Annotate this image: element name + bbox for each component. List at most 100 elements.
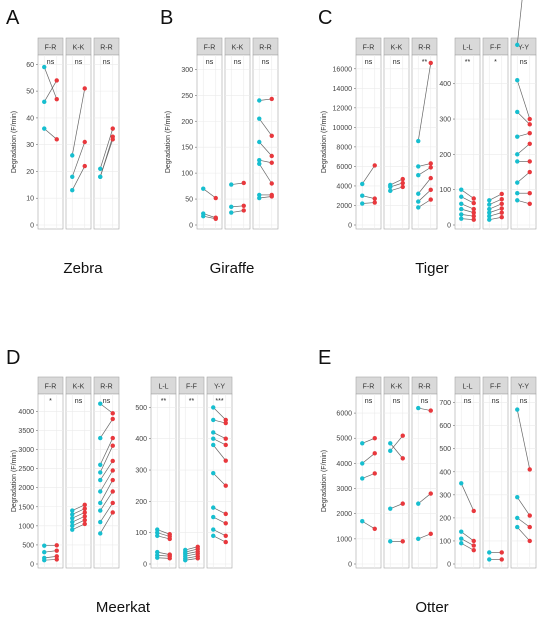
facet-y-y: Y-Y ns: [510, 0, 537, 230]
pair-line: [489, 203, 502, 210]
facet-f-r: F-R *: [37, 376, 64, 569]
y-tick-label: 100: [135, 530, 147, 537]
facet-plot-area: [411, 54, 438, 230]
point-after: [471, 206, 476, 212]
facet-strip-label: R-R: [259, 45, 271, 52]
y-tick-label: 0: [189, 223, 193, 230]
point-after: [82, 502, 87, 508]
point-after: [82, 517, 87, 523]
pair-line: [157, 529, 170, 535]
point-before: [155, 527, 160, 532]
point-before: [211, 470, 216, 476]
point-after: [269, 153, 274, 159]
facet-plot-area: [65, 54, 92, 230]
pair-line: [461, 189, 474, 199]
point-after: [372, 471, 377, 476]
point-before: [98, 477, 103, 483]
facet-plot-area: [454, 54, 481, 230]
point-after: [471, 200, 476, 206]
facet-plot-area: [224, 54, 251, 230]
point-before: [70, 174, 75, 180]
point-before: [459, 216, 464, 221]
point-after: [499, 197, 504, 202]
facet-strip-label: R-R: [418, 45, 430, 52]
point-after: [110, 126, 115, 131]
point-before: [70, 527, 75, 532]
facet-strip-label: F-R: [363, 45, 375, 52]
pair-line: [258, 118, 273, 136]
facet-plot-area: [37, 54, 64, 230]
facet-strip-label: F-R: [204, 45, 216, 52]
y-tick-label: 6000: [336, 164, 352, 171]
point-before: [211, 405, 216, 410]
y-tick-label: 0: [348, 562, 352, 569]
point-before: [487, 210, 492, 215]
point-after: [471, 508, 476, 514]
facet-strip-label: K-K: [73, 45, 85, 52]
pair-line: [72, 508, 85, 515]
significance-label: ns: [75, 398, 83, 405]
pair-line: [213, 529, 226, 537]
point-before: [42, 64, 47, 70]
point-after: [527, 538, 532, 544]
point-before: [487, 206, 492, 212]
facet-plot-area: [510, 393, 537, 569]
pair-line: [99, 470, 114, 492]
species-label-zebra: Zebra: [63, 260, 103, 277]
point-after: [428, 197, 433, 202]
point-before: [459, 529, 464, 534]
pair-line: [44, 128, 57, 140]
point-before: [416, 138, 421, 144]
facet-plot-area: [482, 54, 509, 230]
pair-line: [71, 141, 86, 177]
y-tick-label: 200: [439, 152, 451, 159]
significance-label: **: [465, 59, 471, 66]
pair-line: [99, 512, 114, 534]
pair-line: [418, 189, 431, 202]
point-before: [515, 152, 520, 157]
point-after: [400, 176, 405, 182]
point-after: [499, 215, 504, 220]
point-after: [195, 556, 200, 561]
y-tick-label: 500: [135, 405, 147, 412]
point-before: [416, 501, 421, 506]
point-after: [527, 467, 532, 472]
point-before: [459, 536, 464, 541]
point-after: [241, 180, 246, 186]
point-before: [515, 159, 520, 164]
y-tick-label: 14000: [333, 86, 353, 93]
pair-line: [43, 66, 58, 100]
significance-label: ns: [234, 59, 242, 66]
pair-line: [100, 403, 113, 414]
point-before: [183, 558, 188, 563]
point-before: [388, 184, 393, 190]
pair-line: [71, 88, 86, 156]
point-after: [471, 538, 476, 544]
point-before: [515, 180, 520, 185]
point-before: [98, 401, 103, 406]
point-after: [527, 116, 532, 122]
significance-label: ns: [103, 59, 111, 66]
significance-label: ns: [520, 398, 528, 405]
point-before: [487, 550, 492, 555]
y-tick-label: 3000: [18, 447, 34, 454]
y-tick-label: 300: [135, 468, 147, 475]
point-after: [471, 543, 476, 548]
facet-plot-area: [93, 393, 120, 569]
pair-line: [213, 516, 226, 524]
point-before: [360, 441, 365, 446]
facet-strip-label: L-L: [462, 45, 472, 52]
y-axis-title: Degradation (F/min): [11, 450, 18, 512]
point-before: [201, 186, 206, 191]
point-after: [54, 137, 59, 142]
point-before: [459, 481, 464, 486]
y-tick-label: 6000: [336, 411, 352, 418]
point-after: [223, 521, 228, 526]
pair-line: [362, 473, 375, 479]
facet-strip-label: R-R: [100, 384, 112, 391]
point-before: [98, 470, 103, 475]
point-before: [211, 417, 216, 423]
pair-line: [213, 438, 226, 446]
pair-line: [213, 507, 226, 515]
y-tick-label: 100: [181, 171, 193, 178]
